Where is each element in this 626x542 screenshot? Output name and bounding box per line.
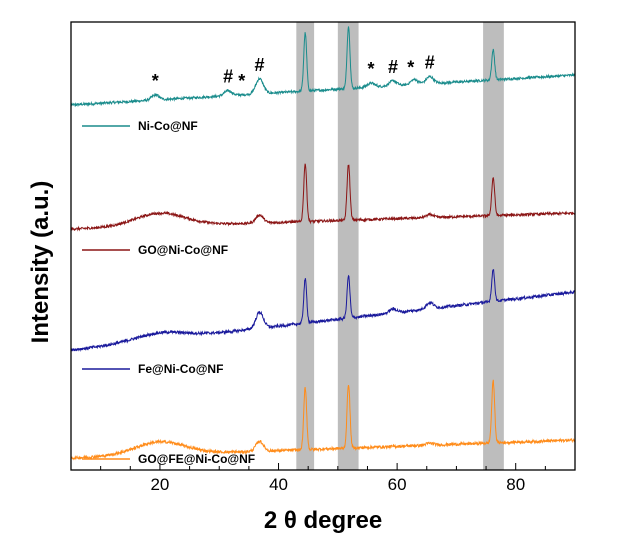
- peak-marker-2: #: [223, 67, 233, 87]
- legend-label-3: Fe@Ni-Co@NF: [138, 362, 223, 376]
- peak-marker-1: *: [152, 71, 159, 91]
- x-tick-label: 20: [150, 475, 169, 494]
- x-tick-label: 80: [506, 475, 525, 494]
- traces: [70, 26, 576, 461]
- peak-markers: * # *# * # * #: [152, 53, 435, 91]
- legend: Ni-Co@NF GO@Ni-Co@NF Fe@Ni-Co@NF GO@FE@Ni-C…: [82, 119, 255, 466]
- x-ticks: 20 40 60 80: [100, 463, 576, 494]
- x-axis-label: 2 θ degree: [264, 507, 382, 534]
- series-line-4: [70, 379, 576, 461]
- legend-label-2: GO@Ni-Co@NF: [138, 243, 228, 257]
- highlight-band-3: [483, 22, 504, 470]
- highlight-bands: [296, 22, 504, 470]
- peak-marker-3: *: [238, 71, 245, 91]
- x-tick-label: 40: [269, 475, 288, 494]
- peak-marker-8: #: [425, 53, 435, 73]
- peak-marker-5: *: [368, 59, 375, 79]
- peak-marker-4: #: [255, 55, 265, 75]
- legend-label-4: GO@FE@Ni-Co@NF: [138, 452, 255, 466]
- highlight-band-1: [296, 22, 315, 470]
- highlight-band-2: [337, 22, 359, 470]
- legend-label-1: Ni-Co@NF: [138, 119, 198, 133]
- series-line-3: [70, 269, 576, 352]
- series-line-1: [70, 26, 576, 108]
- peak-marker-6: #: [388, 57, 398, 77]
- peak-marker-7: *: [407, 58, 414, 78]
- plot-frame: [70, 21, 576, 471]
- y-axis-label: Intensity (a.u.): [27, 181, 54, 344]
- x-tick-label: 60: [388, 475, 407, 494]
- series-line-2: [70, 163, 576, 232]
